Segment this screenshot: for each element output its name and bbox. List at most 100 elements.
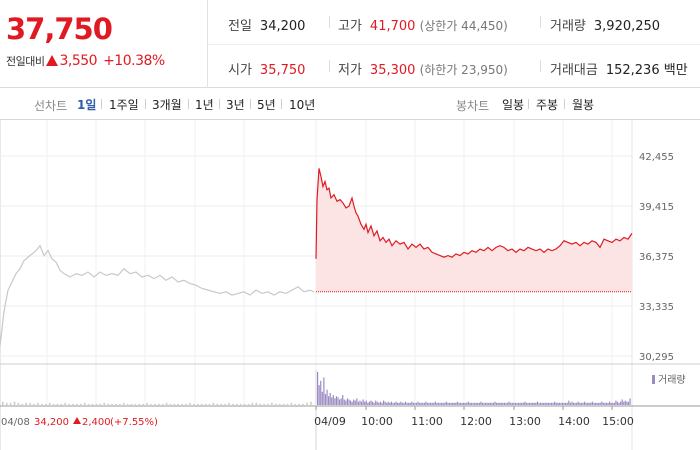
volume-bar xyxy=(247,403,250,405)
volume-bar xyxy=(519,402,521,405)
volume-bar xyxy=(122,402,125,405)
prev-day-change: 2,400 xyxy=(82,417,111,428)
volume-bar xyxy=(579,402,581,405)
volume-bar xyxy=(263,403,265,405)
volume-bar xyxy=(158,403,160,405)
volume-bar xyxy=(613,402,615,405)
low-cell: 저가 35,300 (하한가 23,950) xyxy=(338,59,508,78)
volume-bar xyxy=(458,402,460,405)
volume-bar xyxy=(470,402,473,405)
volume-bar xyxy=(565,402,567,405)
volume-bar xyxy=(489,402,491,405)
divider xyxy=(540,16,541,28)
volume-bar xyxy=(337,397,339,405)
volume-bar xyxy=(389,402,391,405)
tab-1week[interactable]: 1주일 xyxy=(109,98,139,112)
tab-monthly-candle[interactable]: 월봉 xyxy=(572,98,595,112)
volume-bar xyxy=(72,403,74,405)
volume-bar xyxy=(426,402,429,405)
volume-bar xyxy=(455,402,457,405)
tab-3month[interactable]: 3개월 xyxy=(152,98,182,112)
volume-bar xyxy=(326,389,328,405)
volume-bar xyxy=(111,403,113,405)
divider xyxy=(329,16,330,28)
volume-bar xyxy=(243,403,246,405)
volume-bar xyxy=(582,402,584,405)
volume-bar xyxy=(510,402,512,405)
high-value: 41,700 xyxy=(369,19,416,34)
volume-bar xyxy=(442,402,444,405)
volume-bar xyxy=(566,402,568,405)
divider xyxy=(329,60,330,72)
volume-bar xyxy=(404,401,407,405)
volume-bar xyxy=(294,403,297,405)
tab-daily-candle[interactable]: 일봉 xyxy=(502,98,525,112)
volume-bar xyxy=(138,403,141,405)
volume-bar xyxy=(119,403,121,405)
volume-bar xyxy=(502,402,504,405)
tab-5year[interactable]: 5년 xyxy=(257,98,276,112)
volume-label: 거래량 xyxy=(550,19,586,34)
volume-bar xyxy=(306,402,308,405)
volume-bar xyxy=(29,402,31,405)
volume-bar xyxy=(514,402,517,405)
lower-limit-text: (하한가 23,950) xyxy=(419,63,508,77)
volume-bar xyxy=(401,402,403,405)
volume-bar xyxy=(189,402,191,405)
volume-bar xyxy=(375,400,377,405)
prev-day-percent: (+7.55%) xyxy=(110,417,158,428)
volume-bar xyxy=(596,402,598,405)
volume-bar xyxy=(387,401,389,405)
volume-bar xyxy=(572,402,575,405)
volume-bar xyxy=(503,402,506,405)
tab-1year[interactable]: 1년 xyxy=(195,98,214,112)
volume-bar xyxy=(255,402,258,405)
volume-bar xyxy=(411,401,413,405)
volume-bar xyxy=(354,400,356,405)
volume-bar xyxy=(64,402,66,405)
volume-bar xyxy=(557,402,559,405)
volume-bar xyxy=(332,395,334,405)
volume-bar xyxy=(609,401,611,405)
volume-bar xyxy=(612,402,614,405)
volume-bar xyxy=(398,402,400,405)
volume-bar xyxy=(397,402,399,405)
volume-bar xyxy=(422,402,424,405)
volume-bar xyxy=(472,402,474,405)
intraday-chart: 42,455 39,415 36,375 33,335 30,295 04/08 04/0… xyxy=(0,120,700,450)
volume-bar xyxy=(583,401,586,405)
volume-bar xyxy=(444,402,446,405)
volume-bar xyxy=(466,402,468,405)
volume-bar xyxy=(550,402,553,405)
summary-row-divider xyxy=(208,44,700,45)
volume-bar xyxy=(376,401,378,405)
volume-bar xyxy=(323,377,325,405)
volume-bar xyxy=(298,403,300,405)
volume-bar xyxy=(338,399,341,405)
volume-bar xyxy=(107,403,109,405)
volume-bar xyxy=(594,402,597,405)
volume-bar xyxy=(56,403,59,405)
volume-bar xyxy=(478,402,480,405)
volume-bar xyxy=(615,400,617,405)
volume-bar xyxy=(533,402,535,405)
volume-bar xyxy=(610,402,612,405)
volume-bar xyxy=(536,401,538,405)
volume-bar xyxy=(420,402,422,405)
open-value: 35,750 xyxy=(259,63,306,78)
volume-bar xyxy=(359,400,361,405)
open-label: 시가 xyxy=(228,63,252,78)
x-tick-label: 13:00 xyxy=(509,415,541,428)
tab-3year[interactable]: 3년 xyxy=(226,98,245,112)
volume-bar xyxy=(574,402,576,405)
volume-bar xyxy=(467,401,469,405)
tab-10year[interactable]: 10년 xyxy=(289,98,316,112)
volume-bar xyxy=(334,398,336,405)
x-tick-label: 11:00 xyxy=(411,415,443,428)
volume-bar xyxy=(343,399,345,405)
y-tick-label: 42,455 xyxy=(639,152,674,163)
tab-1day[interactable]: 1일 xyxy=(77,98,97,112)
volume-bar xyxy=(505,402,507,405)
volume-bar xyxy=(445,401,447,405)
tab-weekly-candle[interactable]: 주봉 xyxy=(536,98,559,112)
